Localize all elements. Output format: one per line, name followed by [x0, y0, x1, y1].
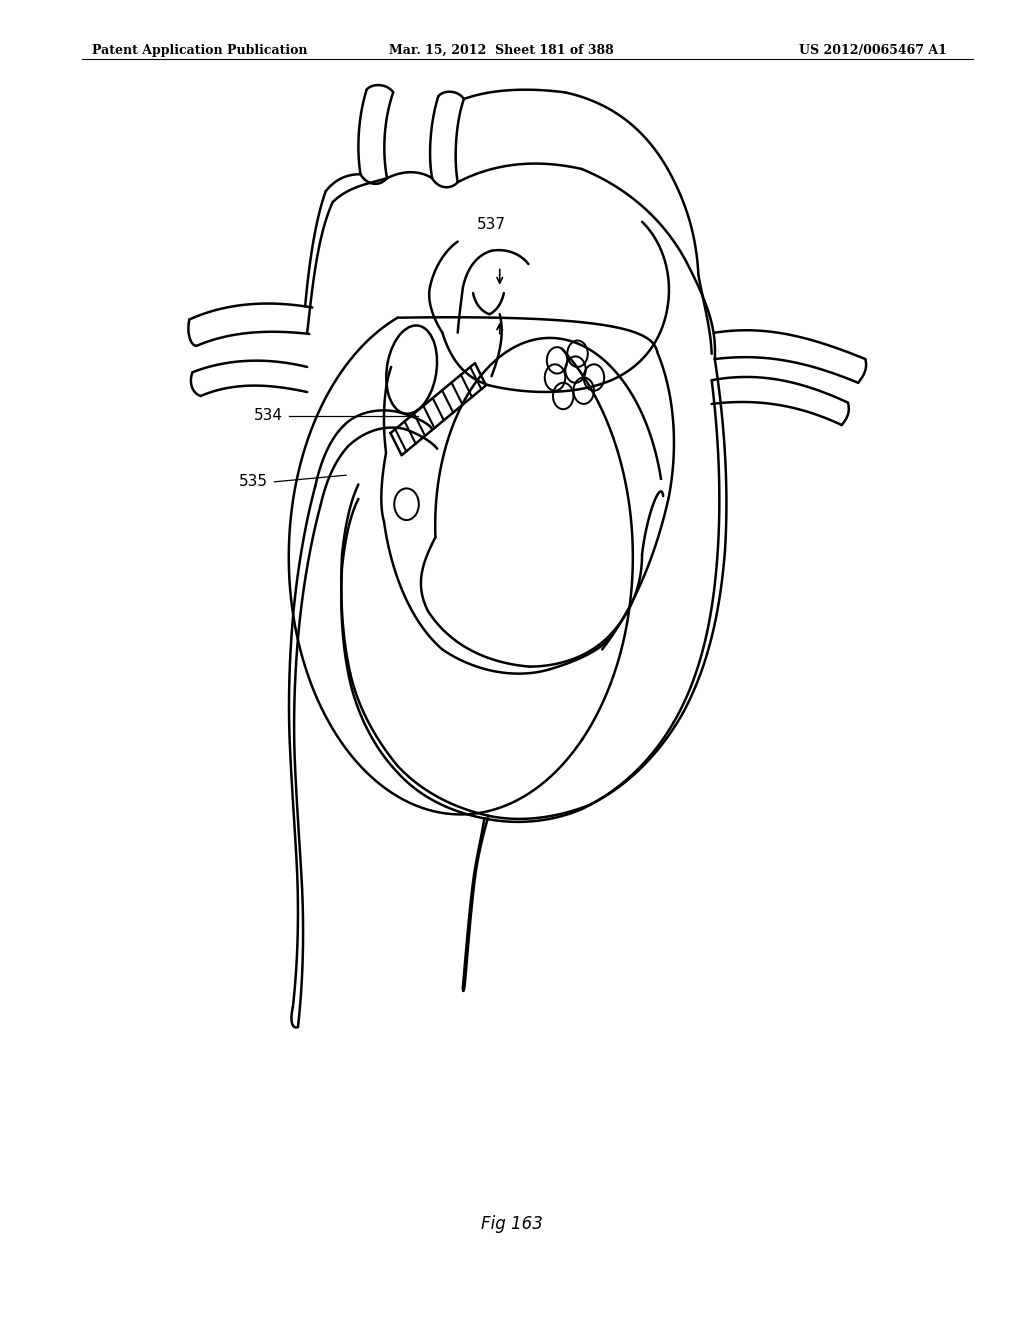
Text: Mar. 15, 2012  Sheet 181 of 388: Mar. 15, 2012 Sheet 181 of 388 [389, 44, 613, 57]
Text: US 2012/0065467 A1: US 2012/0065467 A1 [799, 44, 946, 57]
Text: Fig 163: Fig 163 [481, 1214, 543, 1233]
Text: 535: 535 [239, 474, 267, 490]
Text: 534: 534 [254, 408, 283, 424]
Text: 537: 537 [477, 218, 506, 232]
Text: Patent Application Publication: Patent Application Publication [92, 44, 307, 57]
